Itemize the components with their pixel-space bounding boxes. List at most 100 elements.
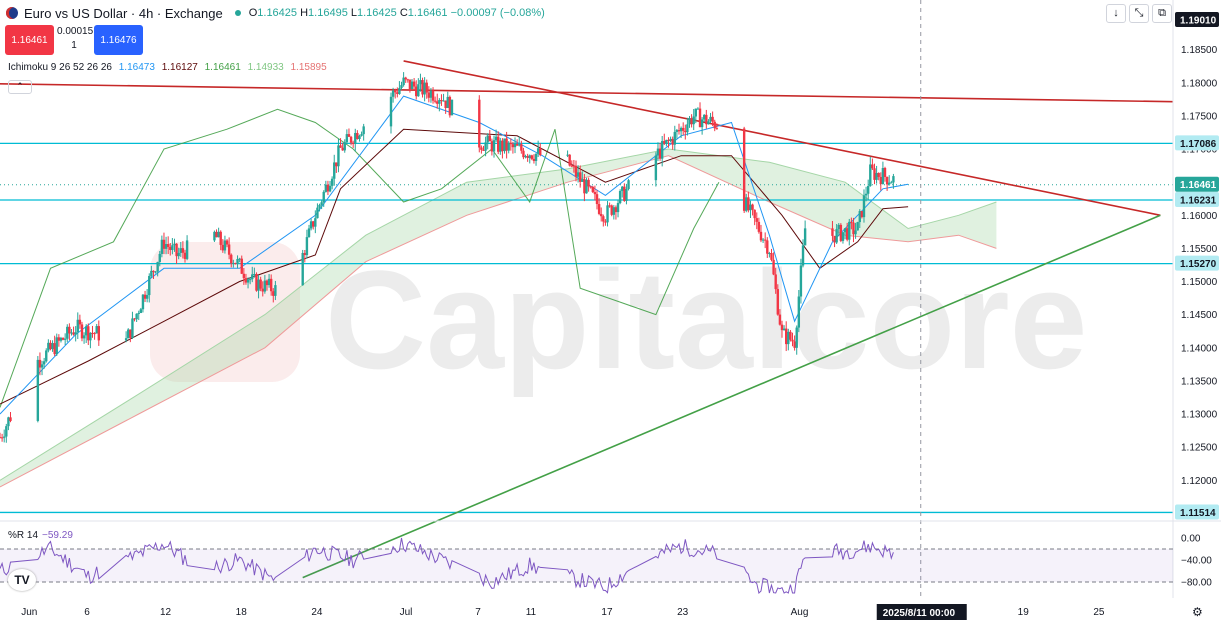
download-icon[interactable]: ↓ bbox=[1106, 4, 1126, 23]
candle-body bbox=[778, 314, 782, 325]
candle-body bbox=[801, 245, 805, 266]
sell-button[interactable]: 1.16461 bbox=[5, 25, 54, 55]
buy-button[interactable]: 1.16476 bbox=[94, 25, 143, 55]
candle-body bbox=[145, 295, 149, 299]
candle-body bbox=[429, 90, 433, 98]
candle-body bbox=[419, 80, 422, 85]
candle-body bbox=[68, 326, 71, 334]
candle-body bbox=[312, 221, 315, 227]
collapse-indicators-button[interactable]: ⌃ bbox=[8, 80, 32, 94]
candle-body bbox=[570, 165, 573, 167]
candle-body bbox=[522, 150, 525, 158]
candle-body bbox=[253, 273, 256, 275]
trendline-descending-resistance bbox=[403, 60, 1161, 217]
screenshot-icon[interactable]: ⧉ bbox=[1152, 4, 1172, 23]
candle-body bbox=[78, 319, 82, 325]
candle-body bbox=[238, 258, 241, 260]
candle-body bbox=[488, 135, 492, 142]
candle-body bbox=[309, 221, 313, 229]
candle-body bbox=[772, 259, 775, 275]
candle-body bbox=[160, 239, 164, 254]
candle-body bbox=[530, 155, 534, 159]
candle-body bbox=[244, 278, 248, 283]
candle-body bbox=[574, 165, 578, 177]
candle-body bbox=[698, 108, 702, 128]
candle-body bbox=[255, 273, 258, 291]
candle-body bbox=[776, 289, 779, 315]
wpr-tick-label: −40.00 bbox=[1181, 556, 1212, 567]
candle-body bbox=[251, 274, 254, 280]
candle-body bbox=[597, 204, 601, 214]
candle-body bbox=[330, 178, 334, 186]
candle-body bbox=[892, 176, 895, 183]
candle-body bbox=[440, 99, 443, 101]
candle-body bbox=[877, 172, 880, 177]
candle-body bbox=[770, 253, 773, 260]
candle-body bbox=[179, 248, 182, 253]
crosshair-price-label: 1.19010 bbox=[1180, 16, 1217, 27]
symbol-title[interactable]: Euro vs US Dollar · 4h · Exchange bbox=[24, 5, 223, 21]
candle-body bbox=[688, 118, 691, 125]
candle-body bbox=[87, 326, 90, 341]
candle-body bbox=[307, 228, 311, 238]
tradingview-logo-icon[interactable]: TV bbox=[8, 569, 36, 591]
candle-body bbox=[351, 142, 355, 145]
candle-body bbox=[259, 279, 262, 289]
ichimoku-v3: 1.16461 bbox=[204, 62, 241, 73]
candle-body bbox=[166, 244, 170, 247]
candle-body bbox=[347, 134, 351, 137]
candle-body bbox=[427, 92, 431, 98]
candle-body bbox=[494, 136, 498, 141]
expand-icon[interactable]: ⤡ bbox=[1129, 4, 1149, 23]
candle-body bbox=[9, 417, 12, 421]
candle-body bbox=[862, 195, 866, 218]
candle-body bbox=[869, 164, 872, 187]
candle-body bbox=[799, 265, 803, 297]
candle-body bbox=[7, 417, 10, 427]
ichimoku-legend[interactable]: Ichimoku 9 26 52 26 26 1.16473 1.16127 1… bbox=[8, 62, 327, 73]
candle-body bbox=[509, 142, 513, 145]
candle-body bbox=[232, 262, 235, 264]
candle-body bbox=[95, 326, 98, 334]
candle-body bbox=[337, 145, 340, 167]
candle-body bbox=[173, 243, 176, 246]
candle-body bbox=[602, 216, 605, 222]
candle-body bbox=[267, 278, 271, 286]
candle-body bbox=[768, 253, 771, 255]
candle-body bbox=[139, 309, 143, 314]
candle-body bbox=[301, 252, 304, 286]
candle-body bbox=[520, 144, 523, 151]
candle-body bbox=[223, 240, 227, 251]
candle-body bbox=[618, 190, 622, 204]
candle-body bbox=[686, 124, 689, 133]
candle-body bbox=[143, 294, 147, 299]
candle-body bbox=[61, 337, 65, 340]
candle-body bbox=[614, 207, 618, 213]
candle-body bbox=[415, 86, 418, 97]
candle-body bbox=[133, 318, 136, 320]
candle-body bbox=[835, 229, 838, 243]
candle-body bbox=[234, 262, 237, 265]
settings-gear-icon[interactable]: ⚙ bbox=[1192, 605, 1203, 619]
candle-body bbox=[240, 258, 243, 274]
candle-body bbox=[499, 140, 502, 152]
candle-body bbox=[91, 332, 94, 334]
candle-body bbox=[864, 193, 868, 196]
x-tick-label: 24 bbox=[311, 607, 323, 618]
candle-body bbox=[248, 279, 252, 281]
wpr-tick-label: 0.00 bbox=[1181, 534, 1201, 545]
candle-body bbox=[335, 162, 338, 167]
candle-body bbox=[215, 231, 218, 238]
order-quantity[interactable]: 1 bbox=[71, 40, 77, 51]
candle-body bbox=[438, 99, 441, 104]
wpr-tick-label: −80.00 bbox=[1181, 578, 1212, 589]
candle-body bbox=[135, 313, 138, 320]
candle-body bbox=[511, 144, 515, 148]
candle-body bbox=[156, 261, 159, 272]
senkou-span-a bbox=[0, 148, 997, 481]
candle-body bbox=[227, 244, 231, 255]
candle-body bbox=[845, 228, 849, 240]
wpr-band bbox=[0, 549, 1173, 582]
wpr-legend[interactable]: %R 14 −59.29 bbox=[8, 530, 73, 541]
